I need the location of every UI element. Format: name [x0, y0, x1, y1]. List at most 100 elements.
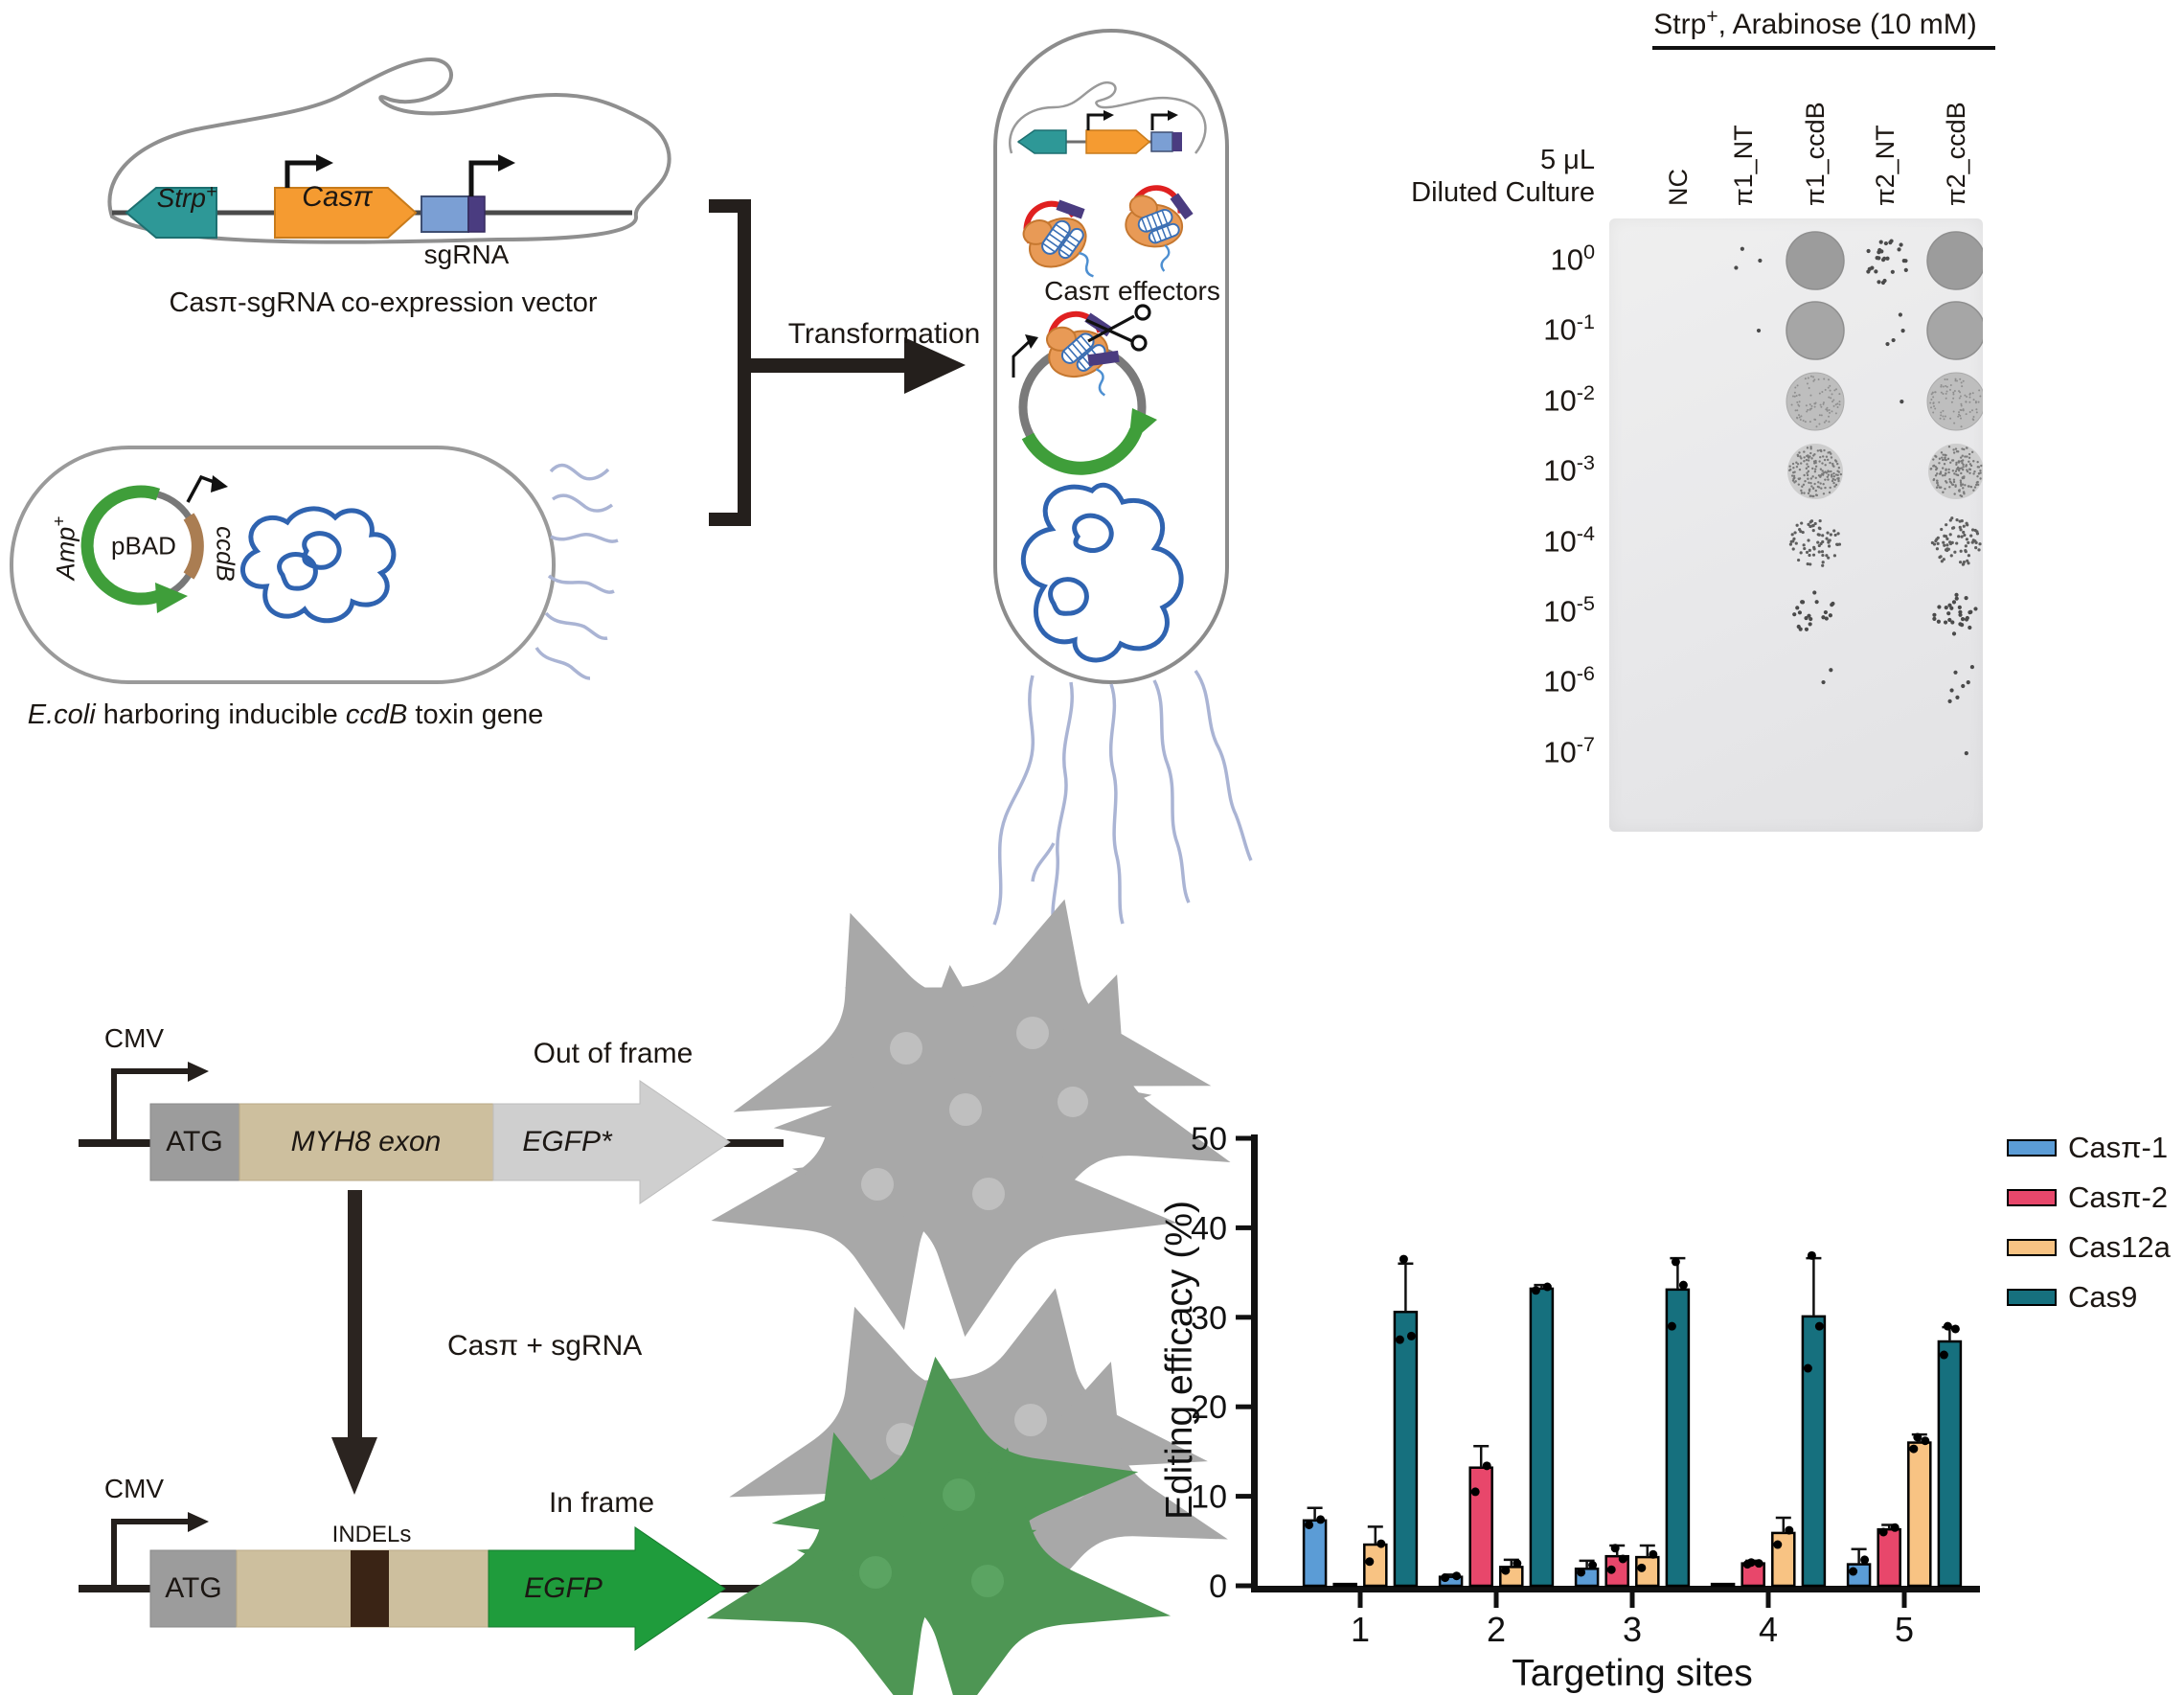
colony-dot	[1973, 607, 1978, 611]
y-axis	[1251, 1134, 1258, 1592]
colony-dot	[1964, 549, 1968, 553]
sgrna-label: sgRNA	[423, 240, 510, 269]
colony-dot	[1827, 386, 1830, 389]
colony-dot	[1938, 401, 1941, 403]
data-point	[1316, 1515, 1326, 1524]
colony-dot	[1944, 378, 1946, 381]
colony-dot	[1802, 543, 1806, 547]
data-point	[1746, 1558, 1756, 1568]
colony-dot	[1947, 446, 1951, 448]
colony-dot	[1832, 529, 1836, 533]
colony-dot	[1958, 397, 1961, 400]
colony-dot	[1945, 378, 1948, 380]
colony-dot	[1831, 401, 1833, 403]
colony-dot	[1968, 396, 1971, 399]
colony-dot	[1960, 402, 1963, 405]
colony-dot	[1942, 409, 1945, 412]
colony-dot	[1821, 615, 1826, 620]
colony-dot	[1930, 393, 1933, 396]
data-point	[1501, 1566, 1511, 1575]
colony-dot	[1958, 413, 1961, 416]
colony-dot	[1935, 547, 1940, 551]
colony-dot	[1836, 405, 1839, 408]
colony-dot	[1807, 408, 1809, 411]
colony-dot	[1959, 483, 1963, 486]
colony-dot	[1945, 537, 1949, 541]
colony-dot	[1819, 474, 1823, 477]
colony-dot	[1948, 486, 1951, 489]
atg-box	[149, 1103, 240, 1181]
colony-dot	[1943, 418, 1945, 421]
colony-dot	[1835, 388, 1838, 391]
colony-dot	[1813, 402, 1816, 405]
data-point	[1482, 1461, 1491, 1471]
colony-dot	[1974, 401, 1977, 404]
colony-dot	[1932, 411, 1935, 414]
colony-dot	[1818, 392, 1821, 395]
colony-dot	[1978, 542, 1982, 546]
colony-dot	[1814, 418, 1817, 421]
colony-dot	[1809, 477, 1813, 480]
x-tick-label: 3	[1623, 1610, 1642, 1649]
data-point	[1395, 1335, 1404, 1344]
colony-dot	[1831, 393, 1833, 396]
x-tick-label: 1	[1351, 1610, 1370, 1649]
colony-dot	[1961, 461, 1964, 465]
colony-dot	[1945, 523, 1948, 527]
colony-dot	[1968, 463, 1972, 466]
colony-dot	[1944, 473, 1946, 477]
colony-dot	[1792, 477, 1795, 481]
bar-Cas9-site2	[1529, 1287, 1555, 1588]
legend-item-Cas9: Cas9	[2007, 1280, 2171, 1314]
colony-dot	[1808, 387, 1810, 390]
colony-dot	[1808, 553, 1811, 558]
colony-dot	[1942, 385, 1945, 388]
colony-dot	[1945, 468, 1947, 470]
colony-dot	[1903, 259, 1908, 263]
colony-dot	[1832, 481, 1835, 485]
legend-label: Cas9	[2068, 1279, 2138, 1314]
colony-dot	[1952, 478, 1956, 481]
colony-dot	[1961, 469, 1965, 471]
colony-dot	[1817, 526, 1821, 530]
colony-dot	[1807, 470, 1810, 473]
colony-dot	[1797, 483, 1801, 486]
transformation-arrow	[751, 358, 904, 373]
data-point	[1452, 1571, 1462, 1581]
sample-label: 5 μL Diluted Culture	[1394, 144, 1595, 209]
colony-dot	[1976, 480, 1979, 484]
colony-dot	[1829, 384, 1831, 387]
colony-dot	[1831, 462, 1834, 466]
colony-dot	[1945, 453, 1947, 457]
bar-Casπ-2-site1	[1332, 1582, 1357, 1588]
data-point	[1909, 1444, 1919, 1454]
colony-dot	[1956, 466, 1960, 470]
spot-assay-plate	[1609, 218, 1983, 832]
colony-dot	[1829, 389, 1831, 392]
colony-dot	[1788, 468, 1792, 471]
colony-dot	[1827, 378, 1830, 381]
colony-dot	[1798, 468, 1802, 471]
colony-dot	[1814, 489, 1818, 492]
bar-Casπ-2-site2	[1468, 1466, 1493, 1588]
colony-dot	[1811, 467, 1814, 470]
dilution-label-0: 100	[1550, 240, 1595, 277]
colony-dot	[1800, 489, 1803, 492]
data-point	[1618, 1554, 1627, 1564]
data-point	[1754, 1559, 1763, 1569]
colony-dot	[1812, 547, 1816, 551]
colony-dot	[1809, 394, 1812, 397]
colony-dot	[1822, 492, 1826, 495]
colony-dot	[1794, 386, 1797, 389]
colony-dot	[1833, 459, 1837, 462]
colony-dot	[1823, 378, 1826, 380]
colony-dot	[1949, 606, 1954, 610]
colony-dot	[1979, 395, 1982, 398]
colony-dot	[1960, 519, 1964, 523]
colony-dot	[1932, 396, 1935, 399]
colony-dot	[1954, 592, 1959, 597]
colony-dot	[1942, 392, 1945, 395]
colony-dot	[1798, 401, 1801, 403]
colony-dot	[1795, 606, 1800, 610]
